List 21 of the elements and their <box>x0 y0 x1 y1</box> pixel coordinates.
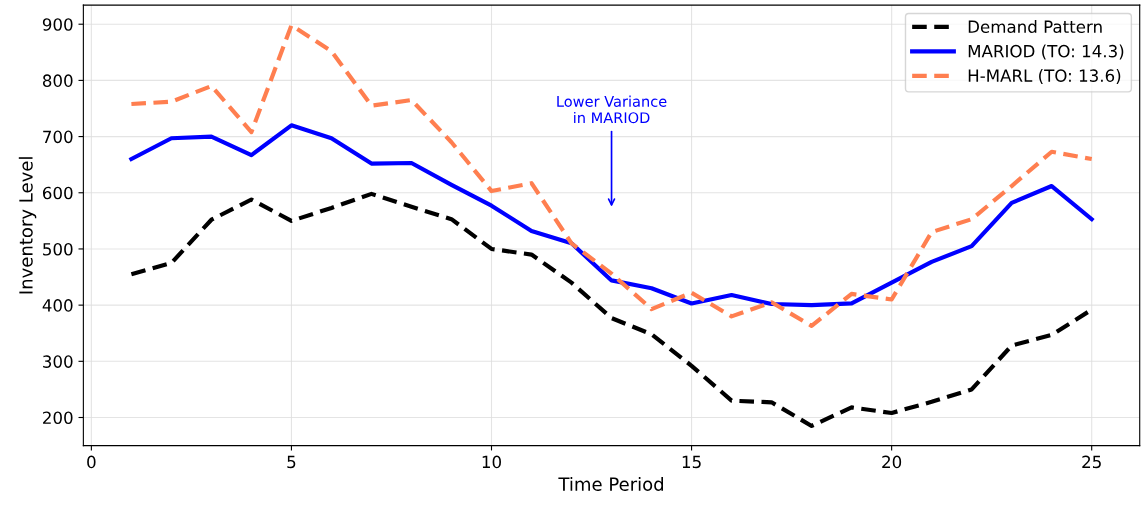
legend-label: MARIOD (TO: 14.3) <box>968 44 1124 60</box>
y-tick-label: 800 <box>42 74 73 87</box>
annotation: Lower Variance in MARIOD <box>557 95 667 124</box>
x-tick-label: 5 <box>287 455 296 469</box>
legend-label: H-MARL (TO: 13.6) <box>968 69 1121 84</box>
y-tick-label: 500 <box>43 242 73 256</box>
x-tick-label: 10 <box>482 455 501 469</box>
x-tick-label: 0 <box>87 455 96 469</box>
x-tick-label: 20 <box>882 455 902 469</box>
y-tick-label: 900 <box>42 18 73 31</box>
x-tick-label: 25 <box>1082 455 1101 469</box>
y-tick-label: 300 <box>43 355 73 368</box>
y-tick-label: 400 <box>42 299 73 312</box>
y-tick-label: 600 <box>43 186 73 200</box>
x-axis-title: Time Period <box>558 477 663 491</box>
line-series <box>129 123 1094 308</box>
y-tick-label: 200 <box>43 411 73 425</box>
y-tick-label: 700 <box>43 130 73 144</box>
y-axis-title: Inventory Level <box>18 157 37 294</box>
x-tick-label: 15 <box>682 455 701 469</box>
legend-label: Demand Pattern <box>968 20 1102 34</box>
